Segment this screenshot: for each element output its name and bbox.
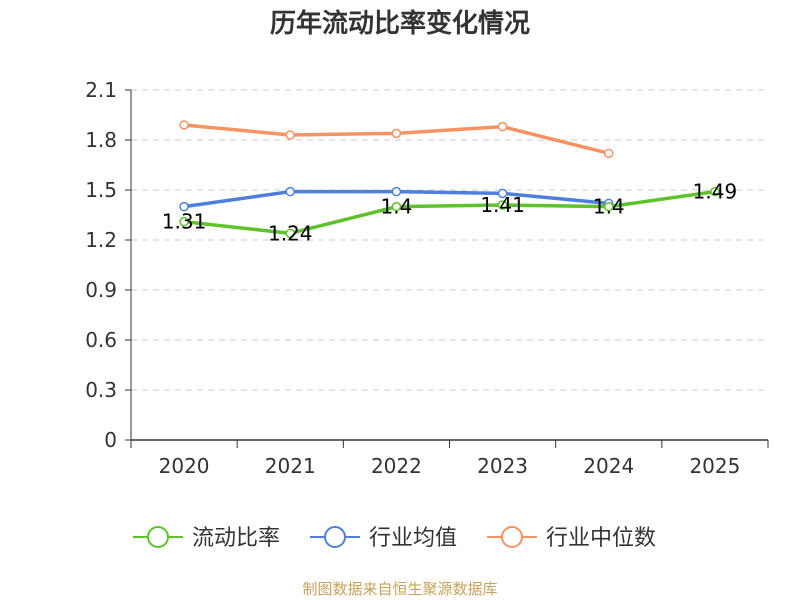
- x-tick-label: 2025: [689, 454, 740, 478]
- data-point: [179, 201, 189, 212]
- axis-layer: 0 0.3 0.6 0.9 1.2 1.5 1.8 2.1 2020 2021 2022 2023 20…: [85, 78, 769, 478]
- legend-label: 行业均值: [369, 526, 457, 551]
- source-note: 制图数据来自恒生聚源数据库: [302, 580, 497, 598]
- grid-layer: [131, 89, 768, 391]
- data-point: [497, 200, 508, 210]
- legend-item[interactable]: 行业中位数: [487, 526, 656, 551]
- x-tick-label: 2021: [265, 454, 316, 478]
- data-label: 1.41: [480, 193, 525, 217]
- series-0: [179, 186, 720, 239]
- chart-title: 历年流动比率变化情况: [270, 8, 530, 39]
- data-point: [710, 186, 720, 197]
- legend-item[interactable]: 行业均值: [310, 526, 457, 551]
- legend-item[interactable]: 流动比率: [133, 526, 280, 551]
- data-point: [497, 121, 508, 132]
- series-2: [179, 120, 614, 159]
- legend-label: 流动比率: [192, 526, 280, 551]
- y-tick-label: 0: [104, 428, 117, 452]
- data-point: [391, 128, 402, 139]
- y-tick-label: 0.3: [85, 378, 117, 402]
- data-point: [179, 216, 189, 227]
- data-point: [179, 120, 189, 130]
- x-tick-label: 2020: [159, 454, 210, 478]
- data-point: [391, 201, 402, 212]
- series-layer: [179, 120, 720, 239]
- x-tick-label: 2023: [477, 454, 528, 478]
- series-line: [183, 189, 716, 236]
- data-point: [604, 148, 614, 159]
- data-label: 1.24: [268, 221, 313, 245]
- data-label: 1.4: [381, 195, 413, 219]
- data-point: [285, 130, 295, 140]
- data-label-layer: 1.31 1.24 1.4 1.41 1.4 1.49: [162, 180, 737, 246]
- y-tick-label: 1.8: [85, 128, 117, 152]
- data-label: 1.4: [593, 195, 625, 219]
- legend-marker-icon: [501, 526, 523, 548]
- y-tick-label: 1.2: [85, 228, 117, 252]
- data-label: 1.31: [162, 210, 207, 234]
- y-tick-label: 0.9: [85, 278, 117, 302]
- legend: 流动比率 行业均值 行业中位数: [133, 526, 656, 551]
- data-point: [285, 228, 295, 239]
- legend-marker-icon: [324, 526, 346, 548]
- y-tick-label: 0.6: [85, 328, 117, 352]
- data-label: 1.49: [693, 180, 738, 204]
- x-tick-label: 2024: [583, 454, 634, 478]
- data-point: [391, 186, 402, 197]
- y-tick-label: 1.5: [85, 178, 117, 202]
- y-tick-label: 2.1: [85, 78, 117, 102]
- data-point: [285, 186, 295, 197]
- legend-marker-icon: [147, 526, 169, 548]
- data-point: [604, 201, 614, 212]
- data-point: [497, 188, 508, 199]
- legend-label: 行业中位数: [546, 526, 656, 551]
- x-tick-label: 2022: [371, 454, 422, 478]
- series-1: [179, 186, 614, 212]
